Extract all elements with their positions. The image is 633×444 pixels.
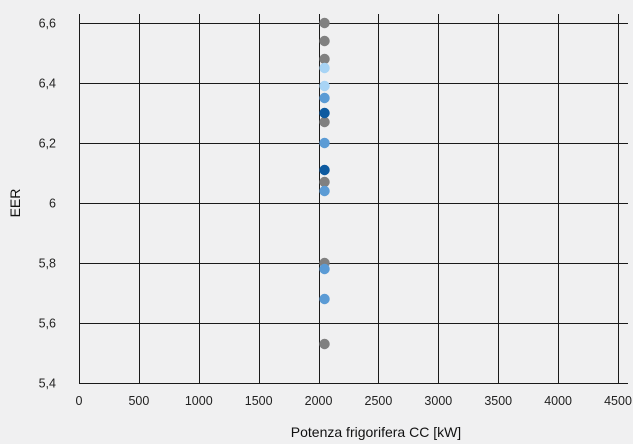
x-axis-ticks: 0 500 1000 1500 2000 2500 3000 3500 4000 4500 bbox=[76, 394, 632, 408]
data-point bbox=[319, 17, 330, 29]
x-tick-label: 0 bbox=[76, 394, 83, 408]
x-tick-label: 1500 bbox=[245, 394, 273, 408]
x-tick-label: 500 bbox=[128, 394, 149, 408]
data-point bbox=[319, 338, 330, 350]
y-axis-ticks: 5,4 5,6 5,8 6 6,2 6,4 6,6 bbox=[39, 17, 56, 391]
y-tick-label: 6,2 bbox=[39, 137, 56, 151]
y-tick-label: 5,8 bbox=[39, 257, 56, 271]
data-point bbox=[319, 92, 330, 104]
y-axis-title: EER bbox=[7, 189, 23, 218]
x-tick-label: 3000 bbox=[424, 394, 452, 408]
data-point bbox=[319, 137, 330, 149]
y-tick-label: 6 bbox=[49, 197, 56, 211]
data-point bbox=[319, 116, 330, 128]
data-point bbox=[319, 293, 330, 305]
y-tick-label: 6,6 bbox=[39, 17, 56, 31]
data-point bbox=[319, 53, 330, 65]
x-tick-label: 2000 bbox=[305, 394, 333, 408]
data-point bbox=[319, 107, 330, 119]
x-tick-label: 4500 bbox=[604, 394, 632, 408]
y-tick-label: 5,4 bbox=[39, 377, 56, 391]
x-tick-label: 4000 bbox=[544, 394, 572, 408]
data-point bbox=[319, 35, 330, 47]
data-point bbox=[319, 185, 330, 197]
data-points bbox=[319, 17, 330, 350]
data-point bbox=[319, 164, 330, 176]
x-tick-label: 1000 bbox=[185, 394, 213, 408]
data-point bbox=[319, 62, 330, 74]
grid bbox=[79, 14, 628, 384]
data-point bbox=[319, 176, 330, 188]
x-tick-label: 2500 bbox=[365, 394, 393, 408]
data-point bbox=[319, 263, 330, 275]
y-tick-label: 6,4 bbox=[39, 77, 56, 91]
y-tick-label: 5,6 bbox=[39, 317, 56, 331]
x-axis-title: Potenza frigorifera CC [kW] bbox=[291, 424, 461, 440]
x-tick-label: 3500 bbox=[484, 394, 512, 408]
data-point bbox=[319, 80, 330, 92]
